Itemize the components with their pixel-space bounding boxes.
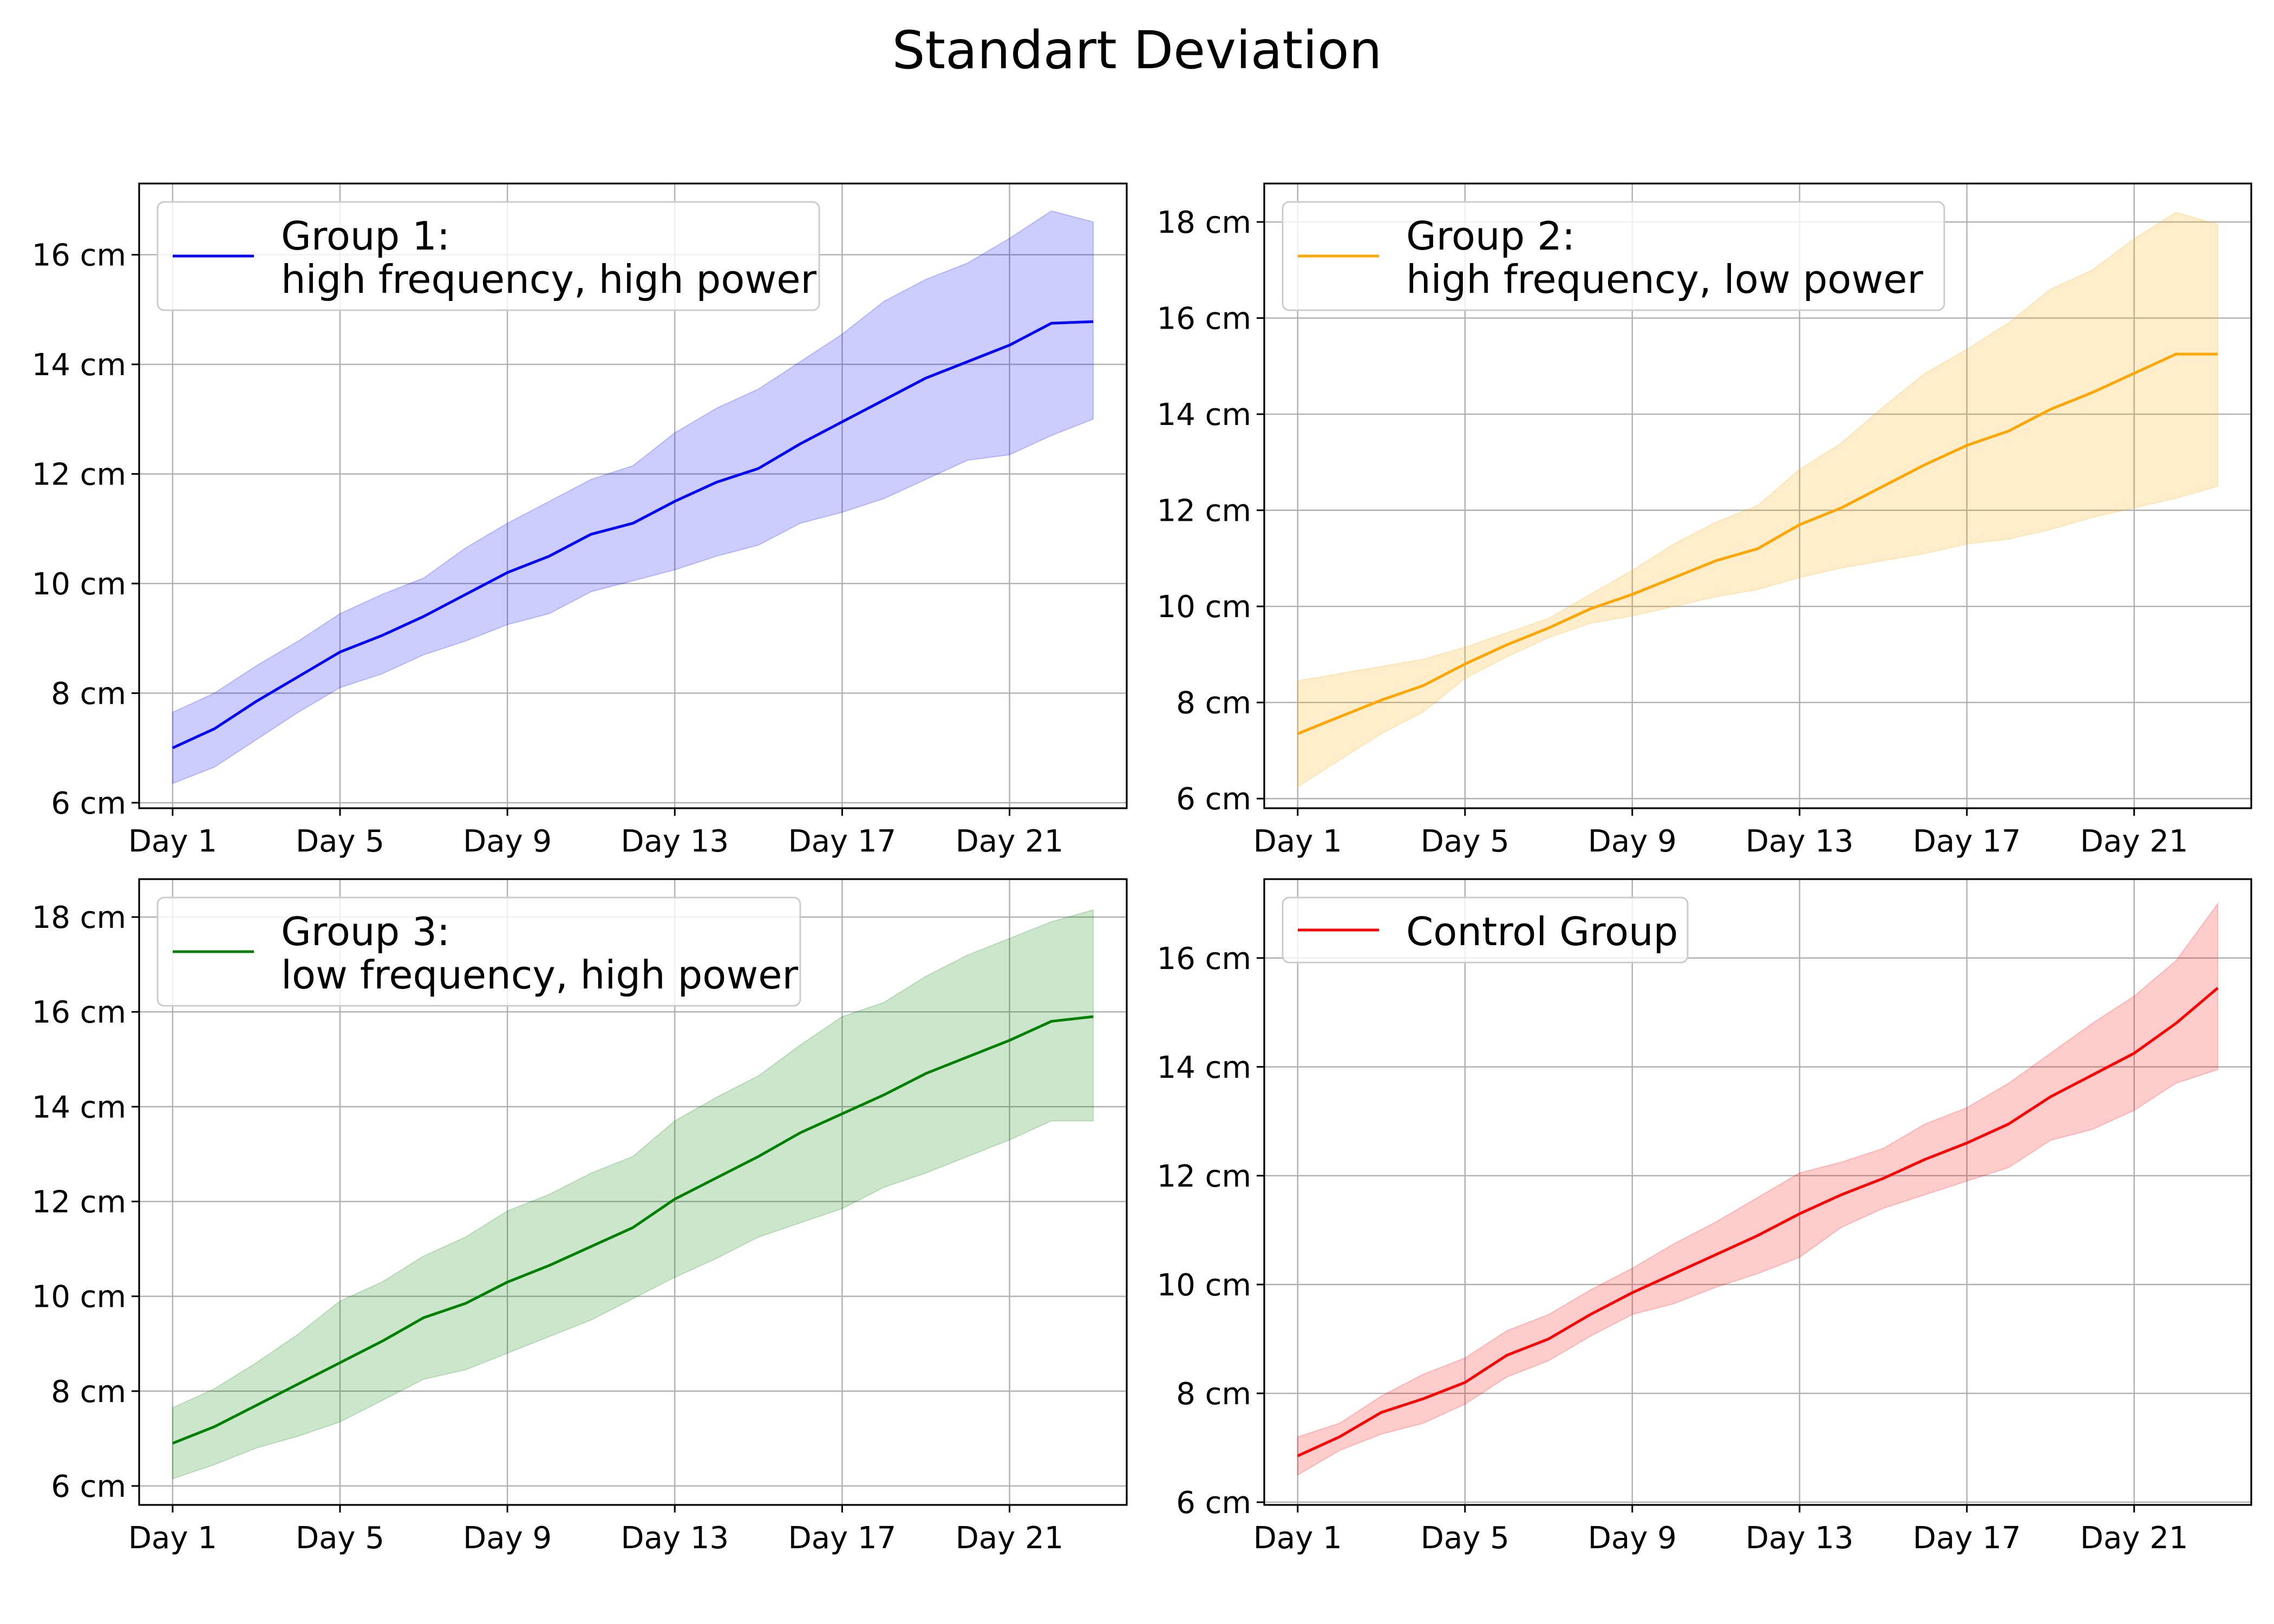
y-tick-label: 14 cm: [32, 1090, 126, 1125]
subplot-grid: Day 1 Day 5 Day 9 Day 13 Day 17 Day 21 6 cm 8 c…: [32, 184, 2251, 1556]
x-tick-label: Day 13: [1746, 1521, 1854, 1556]
x-tick-label: Day 1: [1253, 1521, 1342, 1556]
legend: Control Group: [1283, 898, 1688, 962]
y-tick-label: 16 cm: [32, 238, 126, 273]
y-tick-label: 16 cm: [32, 995, 126, 1030]
y-tick-label: 16 cm: [1157, 302, 1251, 337]
y-tick-label: 12 cm: [1157, 1159, 1251, 1194]
legend-label: high frequency, high power: [281, 257, 817, 302]
y-tick-label: 14 cm: [32, 348, 126, 383]
y-tick-label: 6 cm: [1176, 1485, 1251, 1521]
x-tick-label: Day 1: [128, 824, 217, 859]
legend: Group 2:high frequency, low power: [1283, 202, 1944, 310]
x-tick-label: Day 21: [956, 824, 1064, 859]
y-tick-label: 14 cm: [1157, 397, 1251, 433]
legend: Group 3:low frequency, high power: [158, 898, 800, 1006]
y-tick-label: 10 cm: [1157, 590, 1251, 625]
y-tick-label: 16 cm: [1157, 941, 1251, 977]
y-tick-label: 6 cm: [1176, 782, 1251, 817]
y-tick-label: 12 cm: [32, 1185, 126, 1220]
legend-label: Group 3:: [281, 909, 450, 954]
x-tick-label: Day 9: [463, 824, 552, 859]
x-tick-label: Day 5: [1421, 824, 1510, 859]
y-tick-label: 10 cm: [32, 1280, 126, 1315]
subplot-1: Day 1 Day 5 Day 9 Day 13 Day 17 Day 21 6 cm 8 c…: [32, 184, 1127, 859]
y-tick-label: 14 cm: [1157, 1050, 1251, 1085]
std-band: [1298, 903, 2218, 1475]
x-tick-label: Day 5: [296, 824, 384, 859]
x-tick-label: Day 1: [128, 1521, 217, 1556]
x-tick-label: Day 21: [956, 1521, 1064, 1556]
x-tick-label: Day 9: [1588, 824, 1677, 859]
y-tick-label: 8 cm: [51, 676, 126, 711]
y-tick-label: 6 cm: [51, 786, 126, 821]
x-tick-label: Day 1: [1253, 824, 1342, 859]
y-tick-label: 12 cm: [32, 457, 126, 493]
y-tick-label: 8 cm: [51, 1374, 126, 1410]
legend: Group 1:high frequency, high power: [158, 202, 819, 310]
x-tick-label: Day 5: [296, 1521, 384, 1556]
y-tick-label: 18 cm: [1157, 205, 1251, 240]
x-tick-label: Day 13: [620, 824, 729, 859]
y-tick-label: 8 cm: [1176, 1377, 1251, 1412]
y-tick-label: 12 cm: [1157, 494, 1251, 529]
x-tick-label: Day 13: [620, 1521, 729, 1556]
y-tick-label: 10 cm: [1157, 1268, 1251, 1303]
legend-label: high frequency, low power: [1406, 257, 1924, 302]
x-tick-label: Day 17: [788, 824, 897, 859]
y-tick-label: 6 cm: [51, 1469, 126, 1504]
x-tick-label: Day 9: [1588, 1521, 1677, 1556]
y-tick-label: 18 cm: [32, 900, 126, 935]
y-tick-label: 8 cm: [1176, 686, 1251, 721]
x-tick-label: Day 9: [463, 1521, 552, 1556]
subplot-2: Day 1 Day 5 Day 9 Day 13 Day 17 Day 21 6 cm 8 c…: [1157, 184, 2251, 859]
x-tick-label: Day 21: [2080, 824, 2188, 859]
y-tick-label: 10 cm: [32, 567, 126, 602]
legend-label: Group 2:: [1406, 213, 1575, 259]
x-tick-label: Day 21: [2080, 1521, 2188, 1556]
x-tick-label: Day 17: [788, 1521, 897, 1556]
legend-label: Control Group: [1406, 909, 1678, 954]
legend-label: Group 1:: [281, 213, 450, 259]
x-tick-label: Day 17: [1913, 824, 2021, 859]
subplot-4: Day 1 Day 5 Day 9 Day 13 Day 17 Day 21 6 cm 8 c…: [1157, 879, 2251, 1556]
x-tick-label: Day 13: [1746, 824, 1854, 859]
x-tick-label: Day 17: [1913, 1521, 2021, 1556]
x-tick-label: Day 5: [1421, 1521, 1510, 1556]
legend-label: low frequency, high power: [281, 952, 799, 998]
figure-title: Standart Deviation: [892, 20, 1382, 81]
subplot-3: Day 1 Day 5 Day 9 Day 13 Day 17 Day 21 6 cm 8 c…: [32, 879, 1127, 1556]
